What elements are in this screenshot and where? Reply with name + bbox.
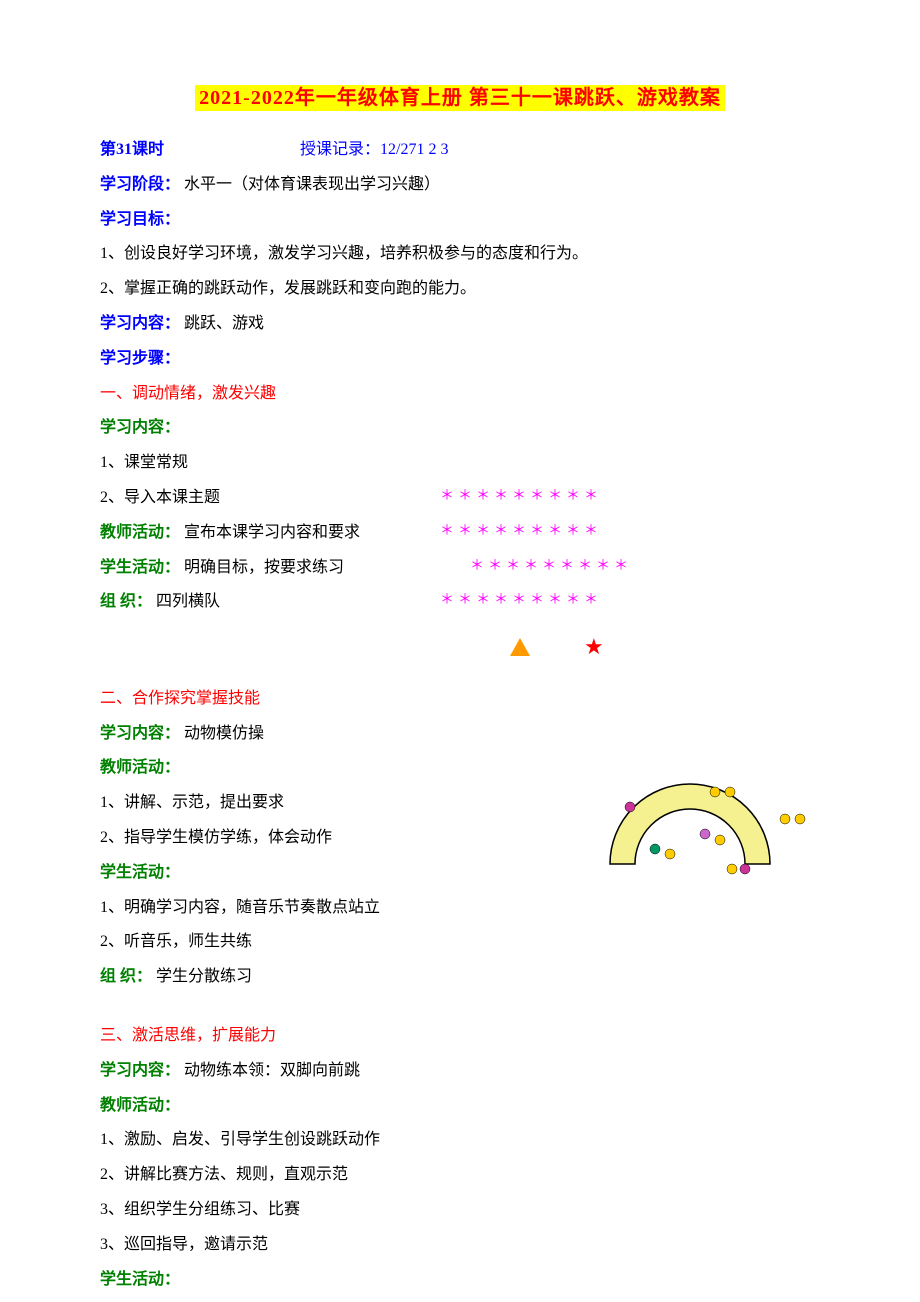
section1-item2-row: 2、导入本课主题 ＊＊＊＊＊＊＊＊＊ bbox=[100, 484, 820, 513]
triangle-icon bbox=[510, 638, 530, 656]
stars-3: ＊＊＊＊＊＊＊＊＊ bbox=[440, 554, 632, 583]
lesson-number: 第31课时 bbox=[100, 136, 300, 165]
stage-label: 学习阶段： bbox=[100, 176, 180, 193]
teacher-row: 教师活动： 宣布本课学习内容和要求 ＊＊＊＊＊＊＊＊＊ bbox=[100, 519, 820, 548]
student-value: 明确目标，按要求练习 bbox=[184, 559, 344, 576]
section3-teacher-2: 2、讲解比赛方法、规则，直观示范 bbox=[100, 1161, 820, 1190]
org-label: 组 织： bbox=[100, 593, 152, 610]
section2-content: 学习内容： 动物模仿操 bbox=[100, 720, 820, 749]
section3-teacher-1: 1、激励、启发、引导学生创设跳跃动作 bbox=[100, 1126, 820, 1155]
section1-item2: 2、导入本课主题 bbox=[100, 484, 440, 513]
stars-1: ＊＊＊＊＊＊＊＊＊ bbox=[440, 484, 602, 513]
stars-2: ＊＊＊＊＊＊＊＊＊ bbox=[440, 519, 602, 548]
goal-label-row: 学习目标： bbox=[100, 206, 820, 235]
star-icon: ★ bbox=[584, 627, 604, 667]
document-title: 2021-2022年一年级体育上册 第三十一课跳跃、游戏教案 bbox=[100, 80, 820, 116]
goal-label: 学习目标： bbox=[100, 211, 180, 228]
record-value: 12/271 2 3 bbox=[380, 136, 448, 165]
lesson-header: 第31课时 授课记录： 12/271 2 3 bbox=[100, 136, 820, 165]
section3-title: 三、激活思维，扩展能力 bbox=[100, 1022, 820, 1051]
arc-shape bbox=[610, 784, 770, 864]
org-row: 组 织： 四列横队 ＊＊＊＊＊＊＊＊＊ bbox=[100, 588, 820, 617]
section1-content-label: 学习内容： bbox=[100, 414, 820, 443]
arc-diagram bbox=[560, 774, 820, 894]
section3-student-label: 学生活动： bbox=[100, 1266, 820, 1295]
goal-2: 2、掌握正确的跳跃动作，发展跳跃和变向跑的能力。 bbox=[100, 275, 820, 304]
content-label: 学习内容： bbox=[100, 315, 180, 332]
steps-label-row: 学习步骤： bbox=[100, 345, 820, 374]
section2-org: 组 织： 学生分散练习 bbox=[100, 963, 820, 992]
goal-1: 1、创设良好学习环境，激发学习兴趣，培养积极参与的态度和行为。 bbox=[100, 240, 820, 269]
student-row: 学生活动： 明确目标，按要求练习 ＊＊＊＊＊＊＊＊＊ bbox=[100, 554, 820, 583]
content-row: 学习内容： 跳跃、游戏 bbox=[100, 310, 820, 339]
section3-teacher-4: 3、巡回指导，邀请示范 bbox=[100, 1231, 820, 1260]
section1-title: 一、调动情绪，激发兴趣 bbox=[100, 380, 820, 409]
content-value: 跳跃、游戏 bbox=[184, 315, 264, 332]
section3-teacher-label: 教师活动： bbox=[100, 1092, 820, 1121]
stage-value: 水平一（对体育课表现出学习兴趣） bbox=[184, 176, 440, 193]
stage-row: 学习阶段： 水平一（对体育课表现出学习兴趣） bbox=[100, 171, 820, 200]
section3-content: 学习内容： 动物练本领：双脚向前跳 bbox=[100, 1057, 820, 1086]
section3-teacher-3: 3、组织学生分组练习、比赛 bbox=[100, 1196, 820, 1225]
record-label: 授课记录： bbox=[300, 136, 380, 165]
section2-student-1: 1、明确学习内容，随音乐节奏散点站立 bbox=[100, 894, 820, 923]
org-value: 四列横队 bbox=[156, 593, 220, 610]
section2-student-2: 2、听音乐，师生共练 bbox=[100, 928, 820, 957]
section1-item1: 1、课堂常规 bbox=[100, 449, 820, 478]
steps-label: 学习步骤： bbox=[100, 350, 180, 367]
teacher-label: 教师活动： bbox=[100, 524, 180, 541]
stars-4: ＊＊＊＊＊＊＊＊＊ bbox=[440, 588, 602, 617]
shapes-row: ★ bbox=[100, 623, 820, 667]
section2-title: 二、合作探究掌握技能 bbox=[100, 685, 820, 714]
student-label: 学生活动： bbox=[100, 559, 180, 576]
teacher-value: 宣布本课学习内容和要求 bbox=[184, 524, 360, 541]
title-text: 2021-2022年一年级体育上册 第三十一课跳跃、游戏教案 bbox=[195, 85, 725, 111]
